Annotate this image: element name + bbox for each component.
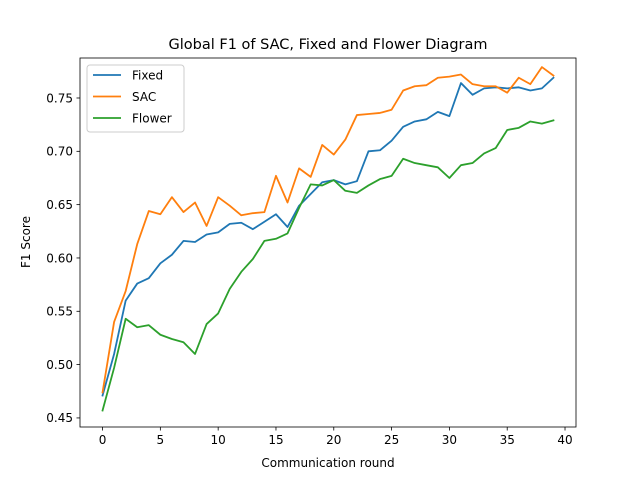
legend-frame	[86, 64, 185, 133]
plot-area	[79, 57, 577, 428]
x-tick-label: 15	[268, 433, 283, 447]
x-tick-label: 35	[500, 433, 515, 447]
y-tick-label: 0.65	[46, 198, 73, 212]
x-tick-label: 30	[442, 433, 457, 447]
legend: Fixed SAC Flower	[86, 64, 185, 133]
y-tick-label: 0.50	[46, 358, 73, 372]
x-tick-label: 5	[157, 433, 165, 447]
legend-label-sac: SAC	[132, 90, 156, 104]
y-axis-title: F1 Score	[19, 216, 33, 268]
x-tick-label: 20	[326, 433, 341, 447]
x-tick-label: 40	[557, 433, 572, 447]
y-tick-label: 0.55	[46, 305, 73, 319]
x-axis: 0 5 10 15 20 25 30 35 40	[99, 427, 573, 447]
chart-title: Global F1 of SAC, Fixed and Flower Diagr…	[168, 37, 487, 53]
x-tick-label: 10	[211, 433, 226, 447]
series-line-fixed	[101, 76, 555, 397]
y-tick-label: 0.75	[46, 91, 73, 105]
y-tick-label: 0.60	[46, 251, 73, 265]
x-axis-title: Communication round	[261, 456, 394, 470]
x-tick-label: 0	[99, 433, 107, 447]
legend-label-flower: Flower	[132, 111, 172, 125]
x-tick-label: 25	[384, 433, 399, 447]
legend-label-fixed: Fixed	[132, 68, 163, 82]
series-line-flower	[101, 119, 555, 412]
series-line-sac	[101, 66, 555, 394]
y-tick-label: 0.45	[46, 411, 73, 425]
y-tick-label: 0.70	[46, 145, 73, 159]
y-axis: 0.45 0.50 0.55 0.60 0.65 0.70 0.75	[46, 91, 80, 425]
plot-frame	[79, 57, 577, 428]
